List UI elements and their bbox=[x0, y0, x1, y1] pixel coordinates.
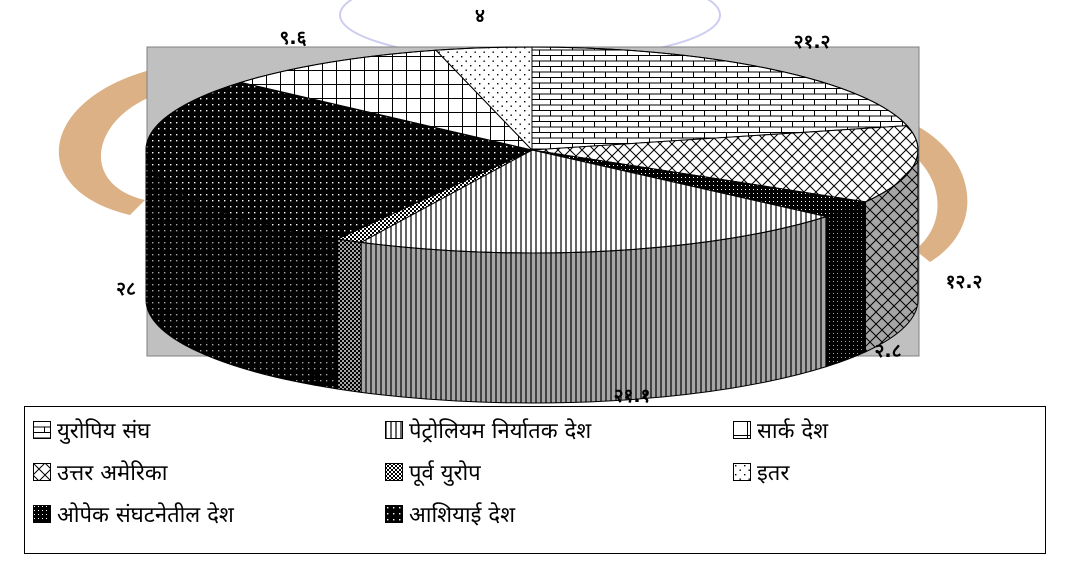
legend-item-6: सार्क देश bbox=[733, 415, 828, 445]
legend-item-1: उत्तर अमेरिका bbox=[33, 457, 168, 487]
legend-swatch bbox=[385, 421, 403, 439]
pie-side-shade-5 bbox=[145, 150, 338, 389]
legend-label: उत्तर अमेरिका bbox=[57, 461, 168, 486]
legend-label: ओपेक संघटनेतील देश bbox=[57, 503, 234, 528]
data-label-0: २१.२ bbox=[794, 31, 831, 53]
data-label-7: ४ bbox=[475, 5, 485, 27]
legend-item-7: इतर bbox=[733, 457, 789, 487]
watermark-arc-left bbox=[58, 70, 155, 215]
legend-label: पेट्रोलियम निर्यातक देश bbox=[409, 419, 592, 444]
pie-side-shade-4 bbox=[337, 238, 362, 393]
pie-outline bbox=[145, 46, 919, 254]
legend-swatch bbox=[733, 421, 751, 439]
data-label-3: २१.१ bbox=[614, 385, 651, 407]
legend-swatch bbox=[33, 505, 51, 523]
data-label-2: २.८ bbox=[875, 340, 902, 362]
legend-swatch bbox=[33, 421, 51, 439]
legend-swatch bbox=[385, 505, 403, 523]
legend-item-4: पूर्व युरोप bbox=[385, 457, 481, 487]
pie-side-shade-3 bbox=[361, 216, 827, 403]
legend-swatch bbox=[385, 463, 403, 481]
data-label-5: २८ bbox=[116, 278, 136, 300]
pie-side-shade-1 bbox=[865, 150, 918, 352]
legend: युरोपिय संघ उत्तर अमेरिका ओपेक संघटनेतील द… bbox=[24, 406, 1046, 554]
data-label-1: १२.२ bbox=[946, 271, 983, 293]
legend-label: आशियाई देश bbox=[409, 503, 516, 528]
legend-label: इतर bbox=[757, 461, 790, 486]
pie-tops bbox=[145, 46, 919, 254]
pie-labels: २१.२ १२.२ २.८ २१.१ १.१ २८ ९.६ ४ bbox=[116, 5, 982, 407]
legend-item-0: युरोपिय संघ bbox=[33, 415, 150, 445]
watermark-arc-right bbox=[895, 120, 968, 262]
data-label-6: ९.६ bbox=[280, 27, 307, 49]
legend-swatch bbox=[733, 463, 751, 481]
pie-sides bbox=[145, 149, 919, 404]
legend-label: पूर्व युरोप bbox=[409, 461, 481, 486]
legend-label: सार्क देश bbox=[757, 419, 829, 444]
legend-label: युरोपिय संघ bbox=[57, 419, 151, 444]
legend-item-5: आशियाई देश bbox=[385, 499, 515, 529]
legend-item-2: ओपेक संघटनेतील देश bbox=[33, 499, 234, 529]
legend-item-3: पेट्रोलियम निर्यातक देश bbox=[385, 415, 591, 445]
data-label-4: १.१ bbox=[309, 368, 336, 390]
pie-side-shade-2 bbox=[826, 201, 866, 367]
legend-swatch bbox=[33, 463, 51, 481]
